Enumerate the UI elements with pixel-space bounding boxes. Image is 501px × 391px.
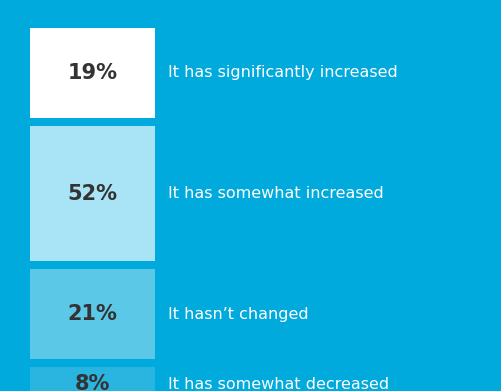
- Text: It has significantly increased: It has significantly increased: [168, 66, 398, 81]
- Text: 19%: 19%: [68, 63, 118, 83]
- FancyBboxPatch shape: [30, 367, 155, 391]
- Text: 52%: 52%: [68, 183, 118, 203]
- Text: 8%: 8%: [75, 375, 110, 391]
- Text: It hasn’t changed: It hasn’t changed: [168, 307, 309, 321]
- Text: It has somewhat decreased: It has somewhat decreased: [168, 377, 389, 391]
- Text: 21%: 21%: [68, 304, 117, 324]
- FancyBboxPatch shape: [30, 269, 155, 359]
- Text: It has somewhat increased: It has somewhat increased: [168, 186, 384, 201]
- FancyBboxPatch shape: [30, 126, 155, 261]
- FancyBboxPatch shape: [30, 28, 155, 118]
